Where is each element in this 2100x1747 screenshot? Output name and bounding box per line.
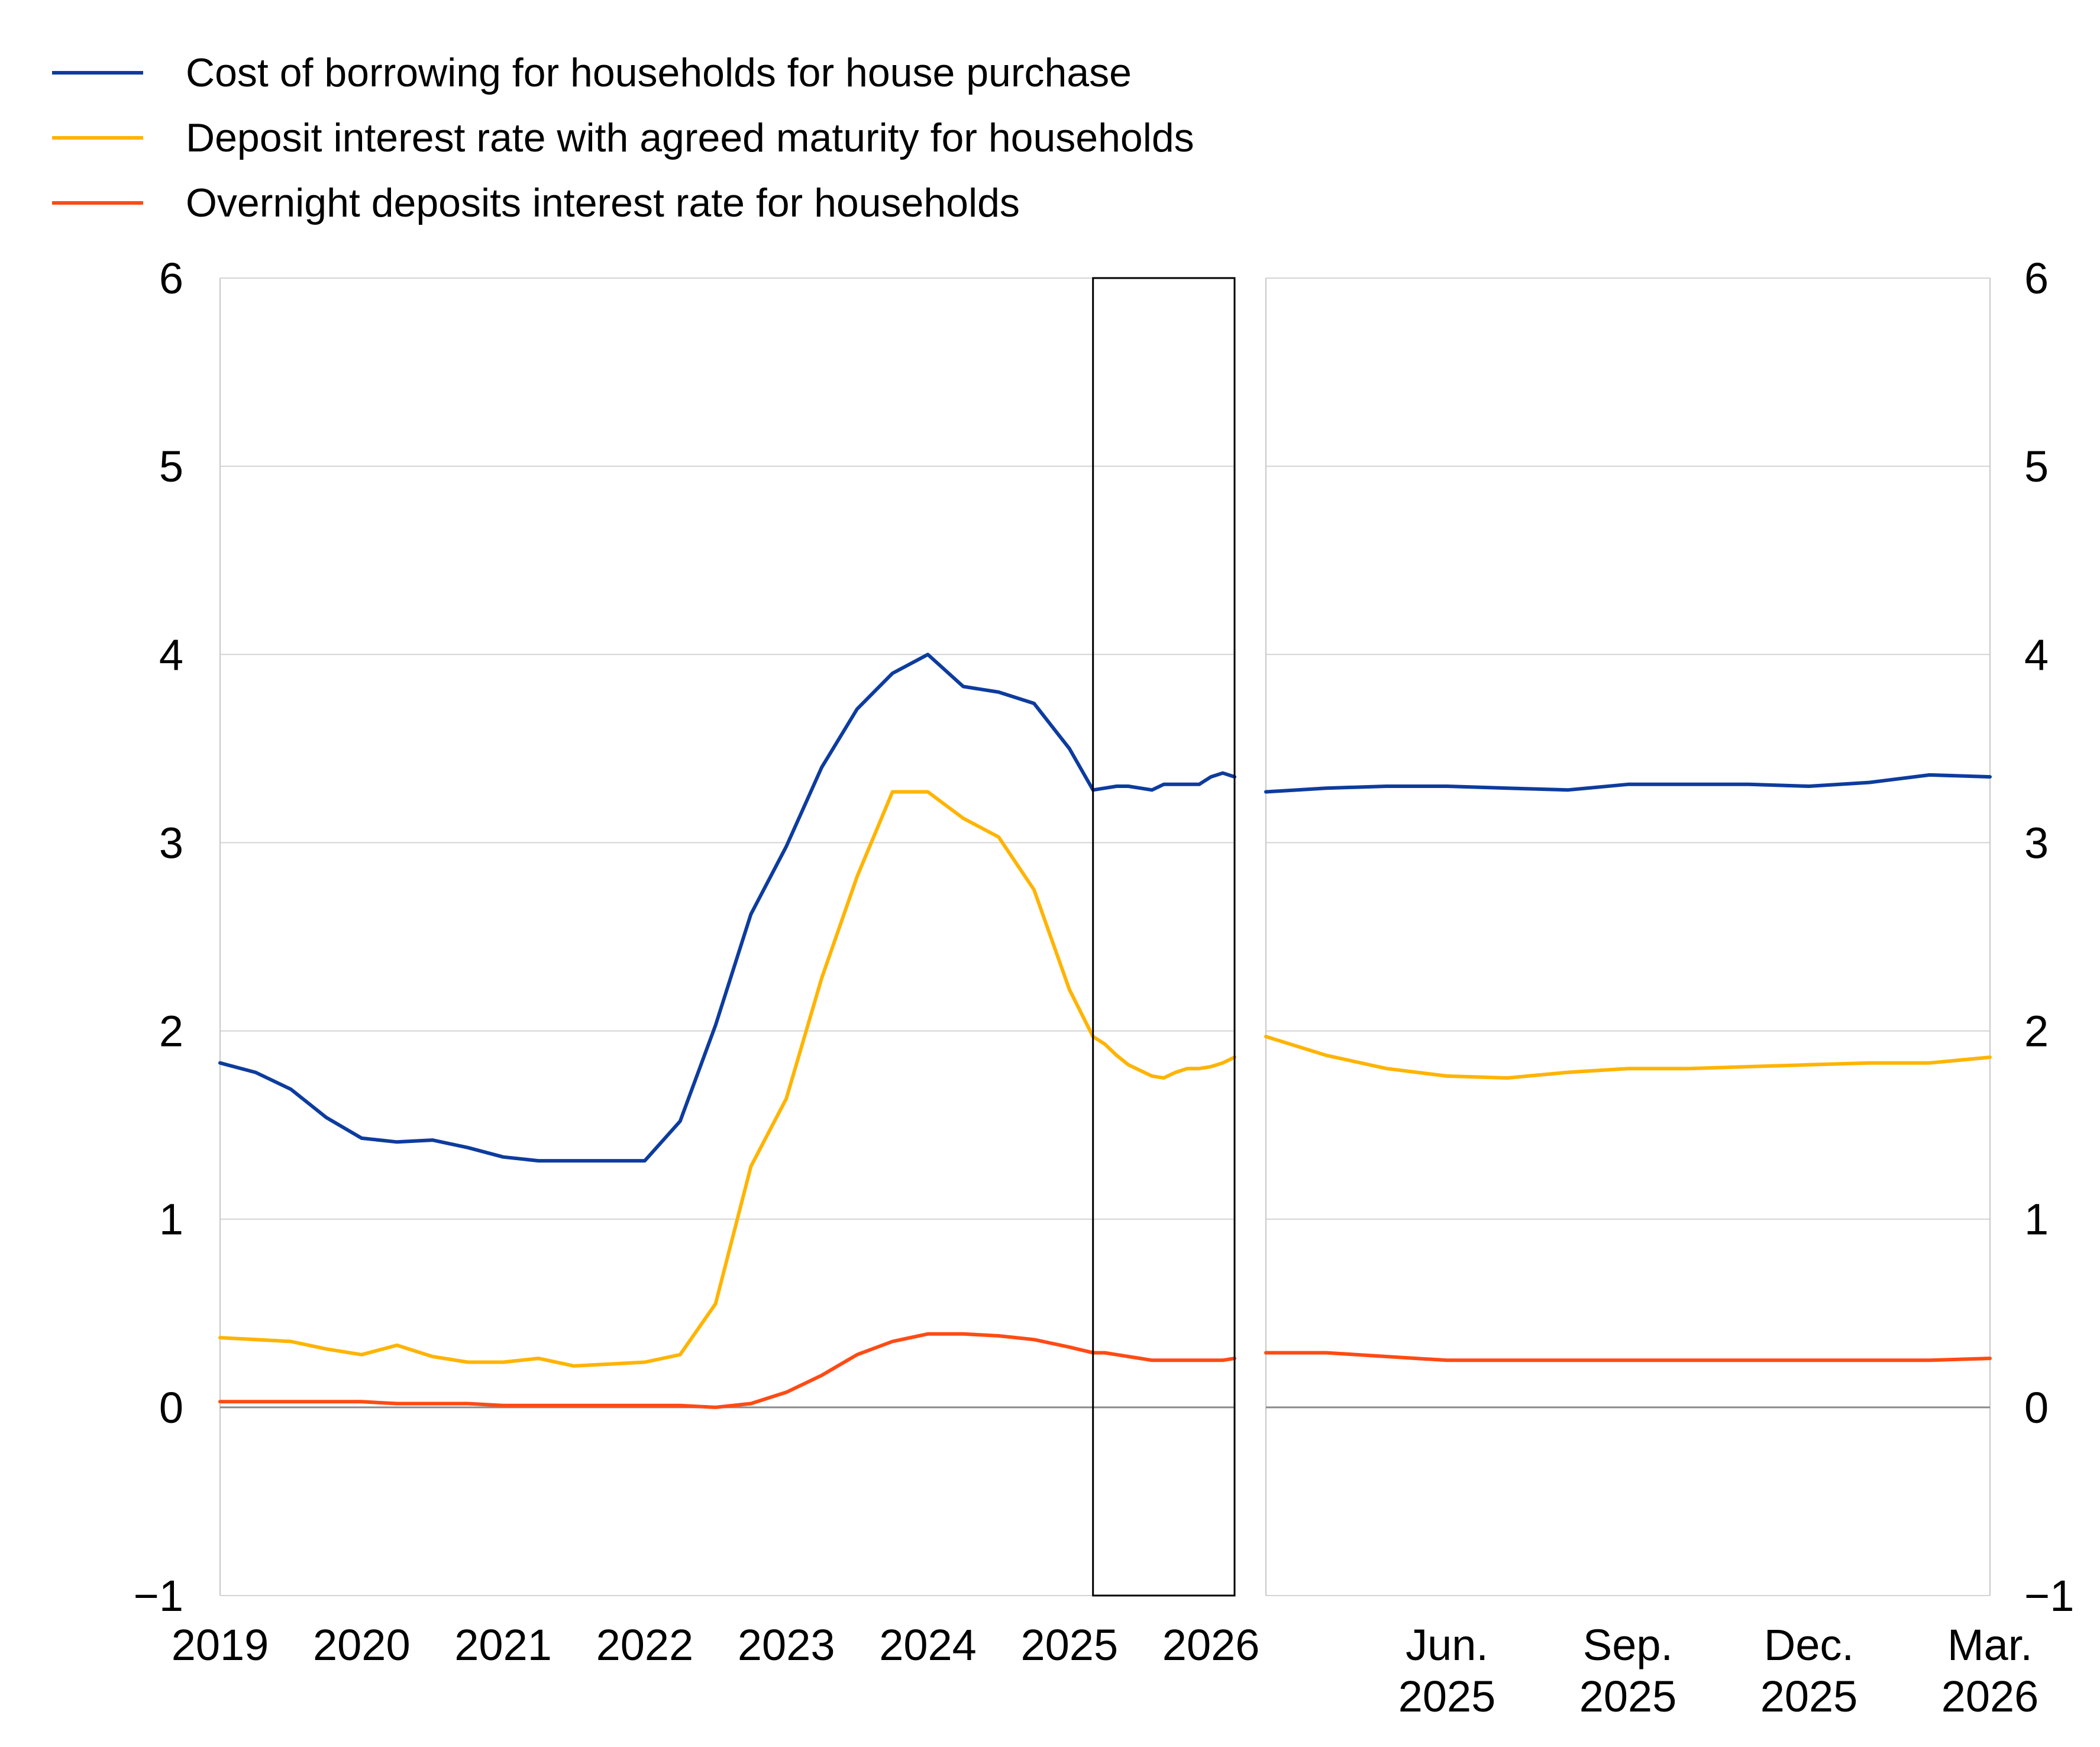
x-tick-year: 2023: [738, 1620, 835, 1670]
y-tick-left: 6: [159, 254, 183, 303]
y-tick-right: 4: [2024, 630, 2049, 679]
x-tick-month: Jun.: [1406, 1620, 1488, 1670]
legend-swatch-borrowing-cost: [52, 71, 143, 75]
x-tick-month: Sep.: [1583, 1620, 1673, 1670]
legend-swatch-overnight-deposits: [52, 201, 143, 205]
x-tick-month-year: 2025: [1760, 1672, 1858, 1721]
legend-label-overnight-deposits: Overnight deposits interest rate for hou…: [186, 180, 1020, 225]
x-tick-month: Mar.: [1947, 1620, 2033, 1670]
y-tick-left: 4: [159, 630, 183, 679]
legend-label-borrowing-cost: Cost of borrowing for households for hou…: [186, 50, 1132, 95]
x-tick-month-year: 2025: [1579, 1672, 1677, 1721]
legend-item-borrowing-cost: Cost of borrowing for households for hou…: [52, 40, 1194, 105]
x-tick-year: 2026: [1162, 1620, 1260, 1670]
chart-legend: Cost of borrowing for households for hou…: [52, 40, 1194, 235]
y-tick-right: 0: [2024, 1383, 2049, 1432]
y-tick-right: 3: [2024, 818, 2049, 867]
legend-item-agreed-maturity: Deposit interest rate with agreed maturi…: [52, 105, 1194, 170]
x-tick-year: 2021: [454, 1620, 552, 1670]
y-tick-left: 1: [159, 1195, 183, 1244]
series-line-deposit-interest-rate-with-agreed-maturity-for-households-panel2: [1264, 1035, 1992, 1080]
y-tick-left: 3: [159, 818, 183, 867]
y-tick-right: 6: [2024, 254, 2049, 303]
y-tick-left: 5: [159, 442, 183, 491]
legend-swatch-agreed-maturity: [52, 136, 143, 140]
series-line-overnight-deposits-interest-rate-for-households-panel2: [1264, 1351, 1992, 1362]
y-tick-right: 1: [2024, 1195, 2049, 1244]
y-tick-right: 5: [2024, 442, 2049, 491]
x-tick-year: 2020: [313, 1620, 411, 1670]
y-tick-right: −1: [2024, 1571, 2074, 1620]
legend-item-overnight-deposits: Overnight deposits interest rate for hou…: [52, 170, 1194, 235]
series-line-cost-of-borrowing-for-households-for-house-purchase-panel2: [1264, 773, 1992, 794]
x-tick-year: 2025: [1021, 1620, 1119, 1670]
x-tick-month: Dec.: [1764, 1620, 1854, 1670]
y-tick-left: 0: [159, 1383, 183, 1432]
series-line-cost-of-borrowing-for-households-for-house-purchase-panel1: [218, 653, 1236, 1163]
x-tick-year: 2019: [172, 1620, 269, 1670]
y-tick-left: 2: [159, 1007, 183, 1056]
legend-label-agreed-maturity: Deposit interest rate with agreed maturi…: [186, 115, 1194, 160]
series-line-deposit-interest-rate-with-agreed-maturity-for-households-panel1: [218, 790, 1236, 1368]
x-tick-year: 2022: [596, 1620, 694, 1670]
x-tick-month-year: 2025: [1398, 1672, 1496, 1721]
x-tick-year: 2024: [879, 1620, 977, 1670]
series-line-overnight-deposits-interest-rate-for-households-panel1: [218, 1332, 1236, 1409]
y-tick-right: 2: [2024, 1007, 2049, 1056]
y-tick-left: −1: [134, 1571, 183, 1620]
zoom-highlight-box: [1092, 277, 1236, 1597]
x-tick-month-year: 2026: [1941, 1672, 2039, 1721]
